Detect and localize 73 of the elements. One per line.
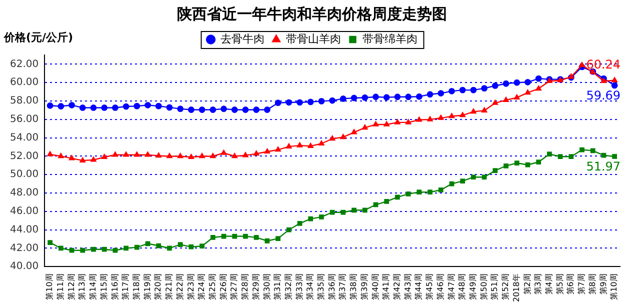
x-tick-label: 第52周 bbox=[501, 274, 510, 300]
legend-label: 带骨绵羊肉 bbox=[362, 32, 418, 46]
x-tick-label: 第44周 bbox=[414, 274, 424, 300]
y-tick-label: 50.00 bbox=[10, 169, 39, 180]
x-tick-label: 第45周 bbox=[425, 274, 434, 300]
x-tick-label: 第38周 bbox=[349, 274, 358, 300]
y-tick-label: 62.00 bbox=[10, 58, 39, 70]
x-tick-label: 第15周 bbox=[99, 274, 108, 300]
data-label: 60.24 bbox=[586, 58, 621, 72]
x-tick-label: 第50周 bbox=[479, 274, 488, 300]
x-tick-label: 第30周 bbox=[262, 274, 272, 300]
x-tick-label: 第41周 bbox=[382, 274, 391, 300]
legend-label: 带骨山羊肉 bbox=[286, 32, 341, 46]
legend-label: 去骨牛肉 bbox=[220, 32, 264, 46]
x-tick-label: 2018年 bbox=[512, 274, 521, 302]
x-tick-label: 第34周 bbox=[306, 274, 315, 300]
y-axis-title: 价格(元/公斤) bbox=[3, 30, 74, 44]
x-tick-label: 第27周 bbox=[230, 274, 239, 300]
x-tick-label: 第9周 bbox=[598, 274, 608, 295]
x-tick-label: 第32周 bbox=[284, 274, 293, 300]
x-tick-label: 第24周 bbox=[197, 274, 206, 300]
x-tick-label: 第10周 bbox=[610, 274, 619, 300]
x-tick-label: 第17周 bbox=[121, 274, 130, 300]
x-tick-label: 第14周 bbox=[88, 274, 98, 300]
x-tick-label: 第48周 bbox=[458, 274, 467, 300]
x-tick-label: 第36周 bbox=[327, 274, 336, 300]
x-tick-label: 第3周 bbox=[534, 274, 543, 295]
y-tick-label: 56.00 bbox=[10, 114, 39, 126]
x-tick-label: 第26周 bbox=[218, 274, 228, 300]
chart-title: 陕西省近一年牛肉和羊肉价格周度走势图 bbox=[177, 4, 447, 23]
y-tick-label: 44.00 bbox=[10, 224, 39, 236]
y-tick-label: 54.00 bbox=[10, 132, 39, 144]
x-tick-label: 第49周 bbox=[468, 274, 478, 300]
x-tick-label: 第37周 bbox=[338, 274, 348, 300]
y-tick-label: 42.00 bbox=[10, 242, 39, 254]
x-tick-label: 第40周 bbox=[370, 274, 380, 300]
x-tick-label: 第11周 bbox=[56, 274, 65, 300]
x-tick-label: 第4周 bbox=[544, 274, 554, 295]
x-tick-label: 第2周 bbox=[522, 274, 532, 295]
x-tick-label: 第33周 bbox=[294, 274, 304, 300]
x-tick-label: 第16周 bbox=[110, 274, 120, 300]
y-tick-label: 40.00 bbox=[10, 261, 39, 272]
x-tick-label: 第5周 bbox=[555, 274, 564, 295]
y-tick-label: 52.00 bbox=[10, 150, 39, 162]
x-tick-label: 第12周 bbox=[66, 274, 76, 300]
y-tick-label: 58.00 bbox=[10, 96, 39, 107]
x-tick-label: 第20周 bbox=[154, 274, 163, 300]
x-tick-label: 第13周 bbox=[78, 274, 87, 300]
x-tick-label: 第23周 bbox=[186, 274, 196, 300]
y-tick-label: 60.00 bbox=[10, 77, 39, 88]
x-tick-label: 第8周 bbox=[588, 274, 597, 295]
x-tick-label: 第10周 bbox=[45, 274, 54, 300]
x-tick-label: 第19周 bbox=[142, 274, 152, 300]
x-tick-label: 第18周 bbox=[132, 274, 141, 300]
x-tick-label: 第22周 bbox=[175, 274, 184, 300]
data-label: 59.69 bbox=[586, 88, 621, 103]
x-tick-label: 第39周 bbox=[360, 274, 369, 300]
x-tick-label: 第7周 bbox=[577, 274, 586, 295]
x-tick-label: 第35周 bbox=[316, 274, 326, 300]
x-tick-label: 第42周 bbox=[392, 274, 402, 300]
x-tick-label: 第6周 bbox=[566, 274, 576, 295]
y-tick-label: 48.00 bbox=[10, 188, 39, 199]
x-tick-label: 第43周 bbox=[403, 274, 412, 300]
x-tick-label: 第28周 bbox=[240, 274, 250, 300]
x-tick-label: 第25周 bbox=[208, 274, 217, 300]
x-tick-label: 第51周 bbox=[490, 274, 500, 300]
x-tick-label: 第21周 bbox=[164, 274, 174, 300]
y-tick-label: 46.00 bbox=[10, 206, 39, 218]
x-tick-label: 第47周 bbox=[446, 274, 456, 300]
x-tick-label: 第46周 bbox=[436, 274, 445, 300]
data-label: 51.97 bbox=[586, 160, 621, 174]
x-tick-label: 第31周 bbox=[273, 274, 282, 300]
x-tick-label: 第29周 bbox=[251, 274, 260, 300]
